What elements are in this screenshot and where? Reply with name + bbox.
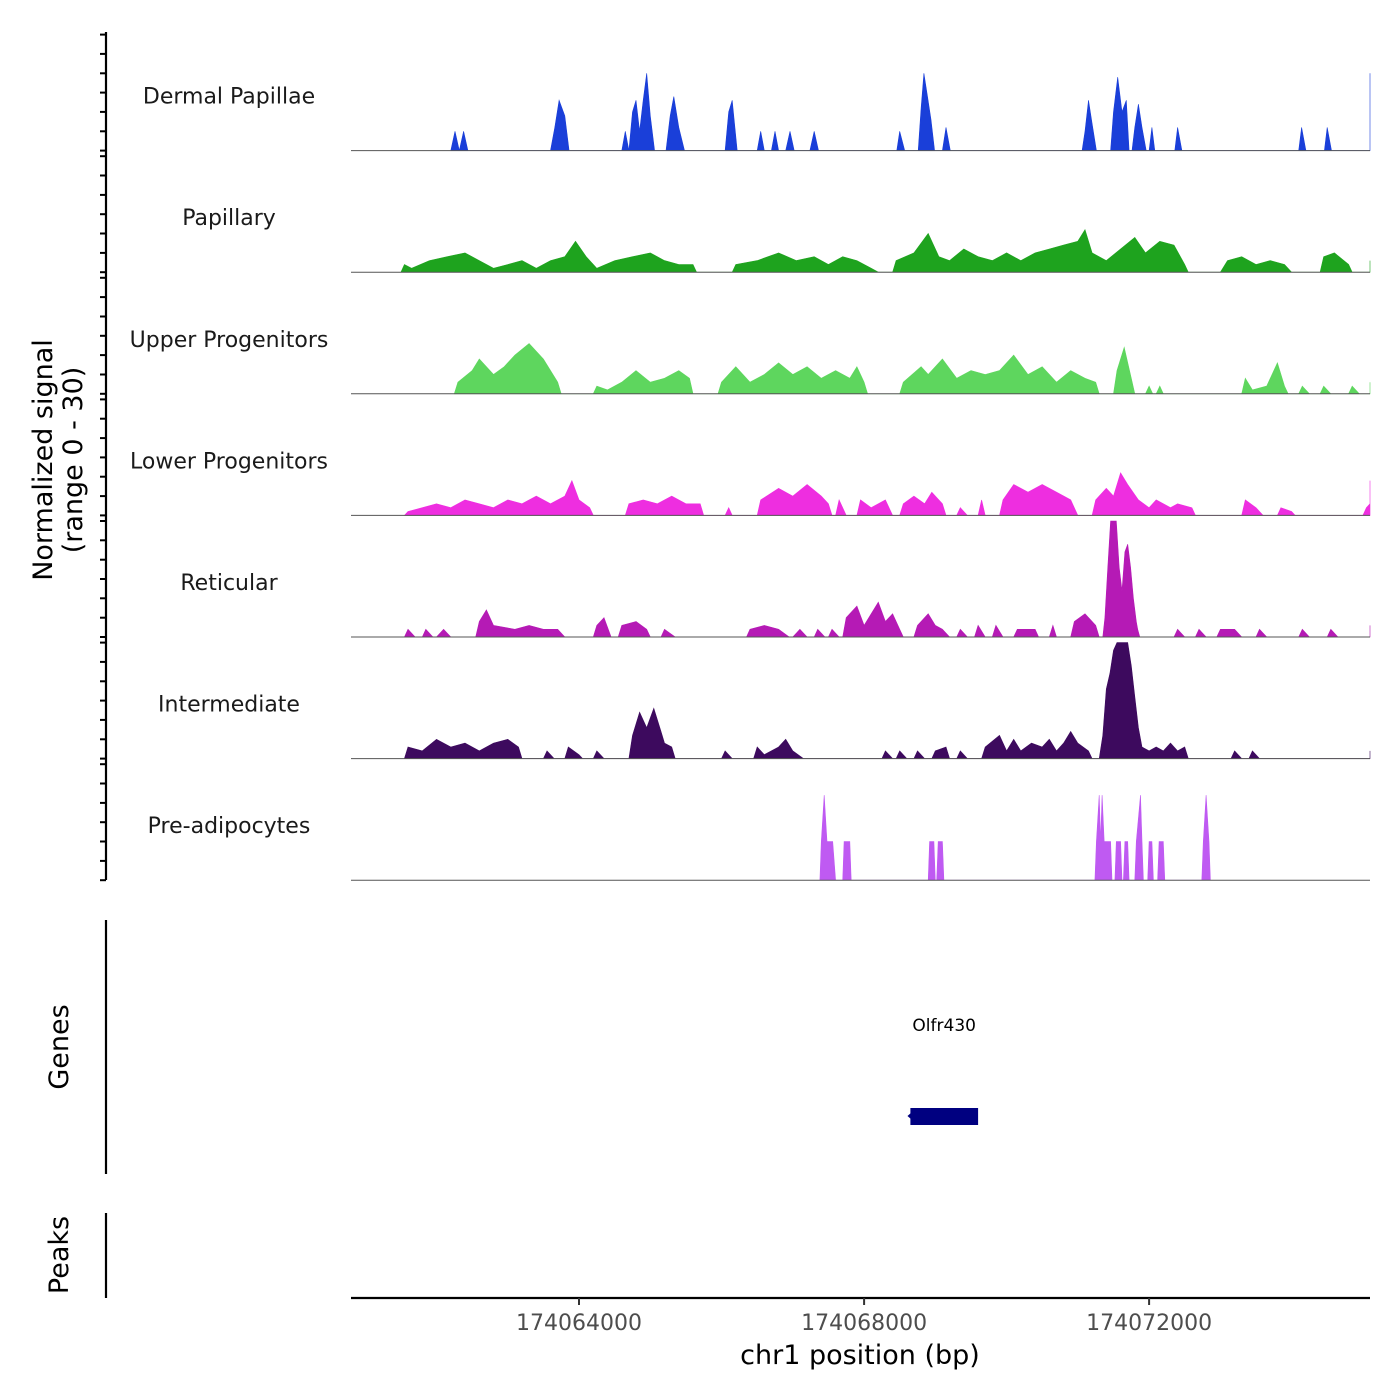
track-signal-area: [403, 642, 1371, 759]
y-axis-title-line1: Normalized signal: [28, 339, 59, 581]
x-axis-title: chr1 position (bp): [740, 1340, 980, 1371]
y-axis-title-line2: (range 0 - 30): [58, 367, 89, 554]
gene-strand-arrow: [907, 1109, 918, 1123]
genes-panel-title: Genes: [44, 1004, 75, 1089]
track-label: Papillary: [182, 206, 276, 231]
track-intermediate: Intermediate: [158, 642, 1371, 760]
gene-body: [910, 1108, 979, 1125]
gene-annotations: Olfr430: [907, 1016, 979, 1125]
track-pre-adipocytes: Pre-adipocytes: [148, 795, 1370, 881]
track-label: Dermal Papillae: [143, 85, 315, 110]
gene-label: Olfr430: [912, 1016, 976, 1036]
signal-y-axis-ticks: [100, 33, 106, 882]
x-tick-label: 174068000: [801, 1311, 927, 1336]
track-papillary: Papillary: [182, 206, 1371, 273]
track-signal-area: [400, 228, 1371, 273]
track-lower-progenitors: Lower Progenitors: [130, 449, 1371, 516]
track-label: Intermediate: [158, 693, 300, 718]
track-label: Pre-adipocytes: [148, 814, 311, 839]
track-signal-area: [403, 520, 1371, 638]
track-label: Upper Progenitors: [130, 328, 329, 353]
track-upper-progenitors: Upper Progenitors: [130, 328, 1371, 395]
track-reticular: Reticular: [180, 520, 1371, 638]
track-signal-area: [819, 795, 1211, 881]
track-label: Reticular: [180, 571, 278, 596]
x-tick-label: 174064000: [516, 1311, 642, 1336]
track-label: Lower Progenitors: [130, 449, 328, 474]
x-tick-label: 174072000: [1086, 1311, 1212, 1336]
x-axis-ticks: 174064000 174068000 174072000: [516, 1298, 1212, 1336]
signal-tracks: Dermal Papillae Papillary Upper Progenitor…: [130, 73, 1371, 881]
peaks-panel-title: Peaks: [44, 1216, 75, 1294]
track-signal-area: [453, 343, 1371, 395]
track-signal-area: [450, 73, 1371, 151]
track-signal-area: [403, 472, 1371, 516]
track-dermal-papillae: Dermal Papillae: [143, 73, 1371, 152]
